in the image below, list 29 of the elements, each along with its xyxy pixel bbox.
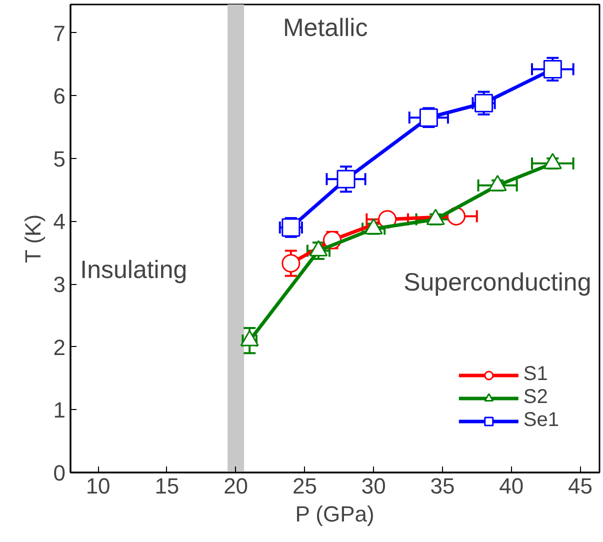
legend-label: S1 bbox=[523, 363, 548, 386]
x-tick-label: 45 bbox=[568, 474, 592, 498]
y-tick-label: 3 bbox=[53, 272, 66, 298]
y-tick-label: 0 bbox=[53, 460, 66, 486]
point bbox=[240, 330, 259, 346]
y-tick-label: 1 bbox=[53, 398, 66, 423]
y-tick-label: 5 bbox=[53, 146, 66, 172]
x-tick-label: 25 bbox=[292, 474, 317, 498]
x-tick-label: 35 bbox=[430, 474, 455, 498]
point bbox=[543, 60, 562, 78]
y-tick-label: 2 bbox=[53, 334, 66, 360]
annotation: Superconducting bbox=[404, 268, 592, 297]
y-tick-label: 4 bbox=[53, 209, 66, 234]
x-tick-label: 40 bbox=[499, 474, 524, 498]
x-tick-label: 10 bbox=[86, 474, 110, 498]
point bbox=[474, 94, 494, 112]
y-tick-label: 7 bbox=[53, 20, 66, 46]
annotation: Metallic bbox=[282, 14, 368, 42]
x-tick-label: 30 bbox=[361, 474, 386, 498]
annotation: Insulating bbox=[80, 256, 188, 284]
legend-label: S2 bbox=[523, 386, 548, 409]
y-axis-title: T (K) bbox=[20, 214, 46, 263]
x-axis-title: P (GPa) bbox=[295, 502, 374, 526]
point bbox=[336, 170, 356, 188]
x-tick-label: 20 bbox=[224, 474, 248, 498]
legend-label: Se1 bbox=[523, 409, 559, 432]
y-tick-label: 6 bbox=[53, 84, 66, 109]
x-tick-label: 15 bbox=[154, 474, 180, 498]
point bbox=[282, 254, 300, 273]
